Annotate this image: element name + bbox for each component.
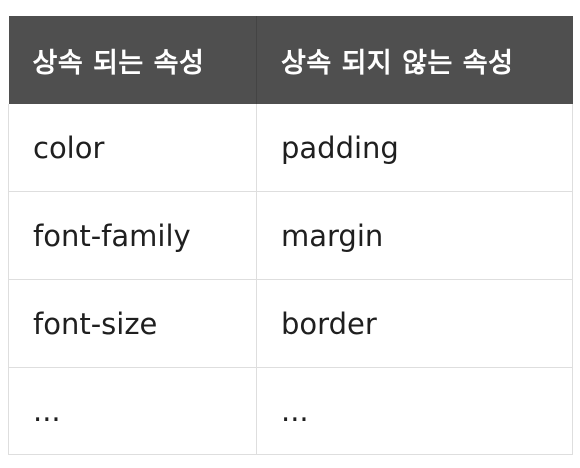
non-inherited-property-cell: ... <box>256 367 573 455</box>
table-body: color padding font-family margin font-si… <box>8 104 573 455</box>
header-non-inherited-properties: 상속 되지 않는 속성 <box>256 16 573 104</box>
inherited-property-cell: font-size <box>8 279 257 368</box>
inherited-property-cell: font-family <box>8 191 257 280</box>
table-row: font-family margin <box>8 191 573 280</box>
table-row: color padding <box>8 104 573 192</box>
non-inherited-property-cell: margin <box>256 191 573 280</box>
inherited-property-cell: ... <box>8 367 257 455</box>
header-row: 상속 되는 속성 상속 되지 않는 속성 <box>8 16 573 104</box>
table-row: ... ... <box>8 367 573 455</box>
non-inherited-property-cell: border <box>256 279 573 368</box>
table-row: font-size border <box>8 279 573 368</box>
header-inherited-properties: 상속 되는 속성 <box>8 16 257 104</box>
inherited-property-cell: color <box>8 104 257 192</box>
css-inheritance-table: 상속 되는 속성 상속 되지 않는 속성 color padding font-… <box>8 16 573 455</box>
non-inherited-property-cell: padding <box>256 104 573 192</box>
table-header: 상속 되는 속성 상속 되지 않는 속성 <box>8 16 573 104</box>
